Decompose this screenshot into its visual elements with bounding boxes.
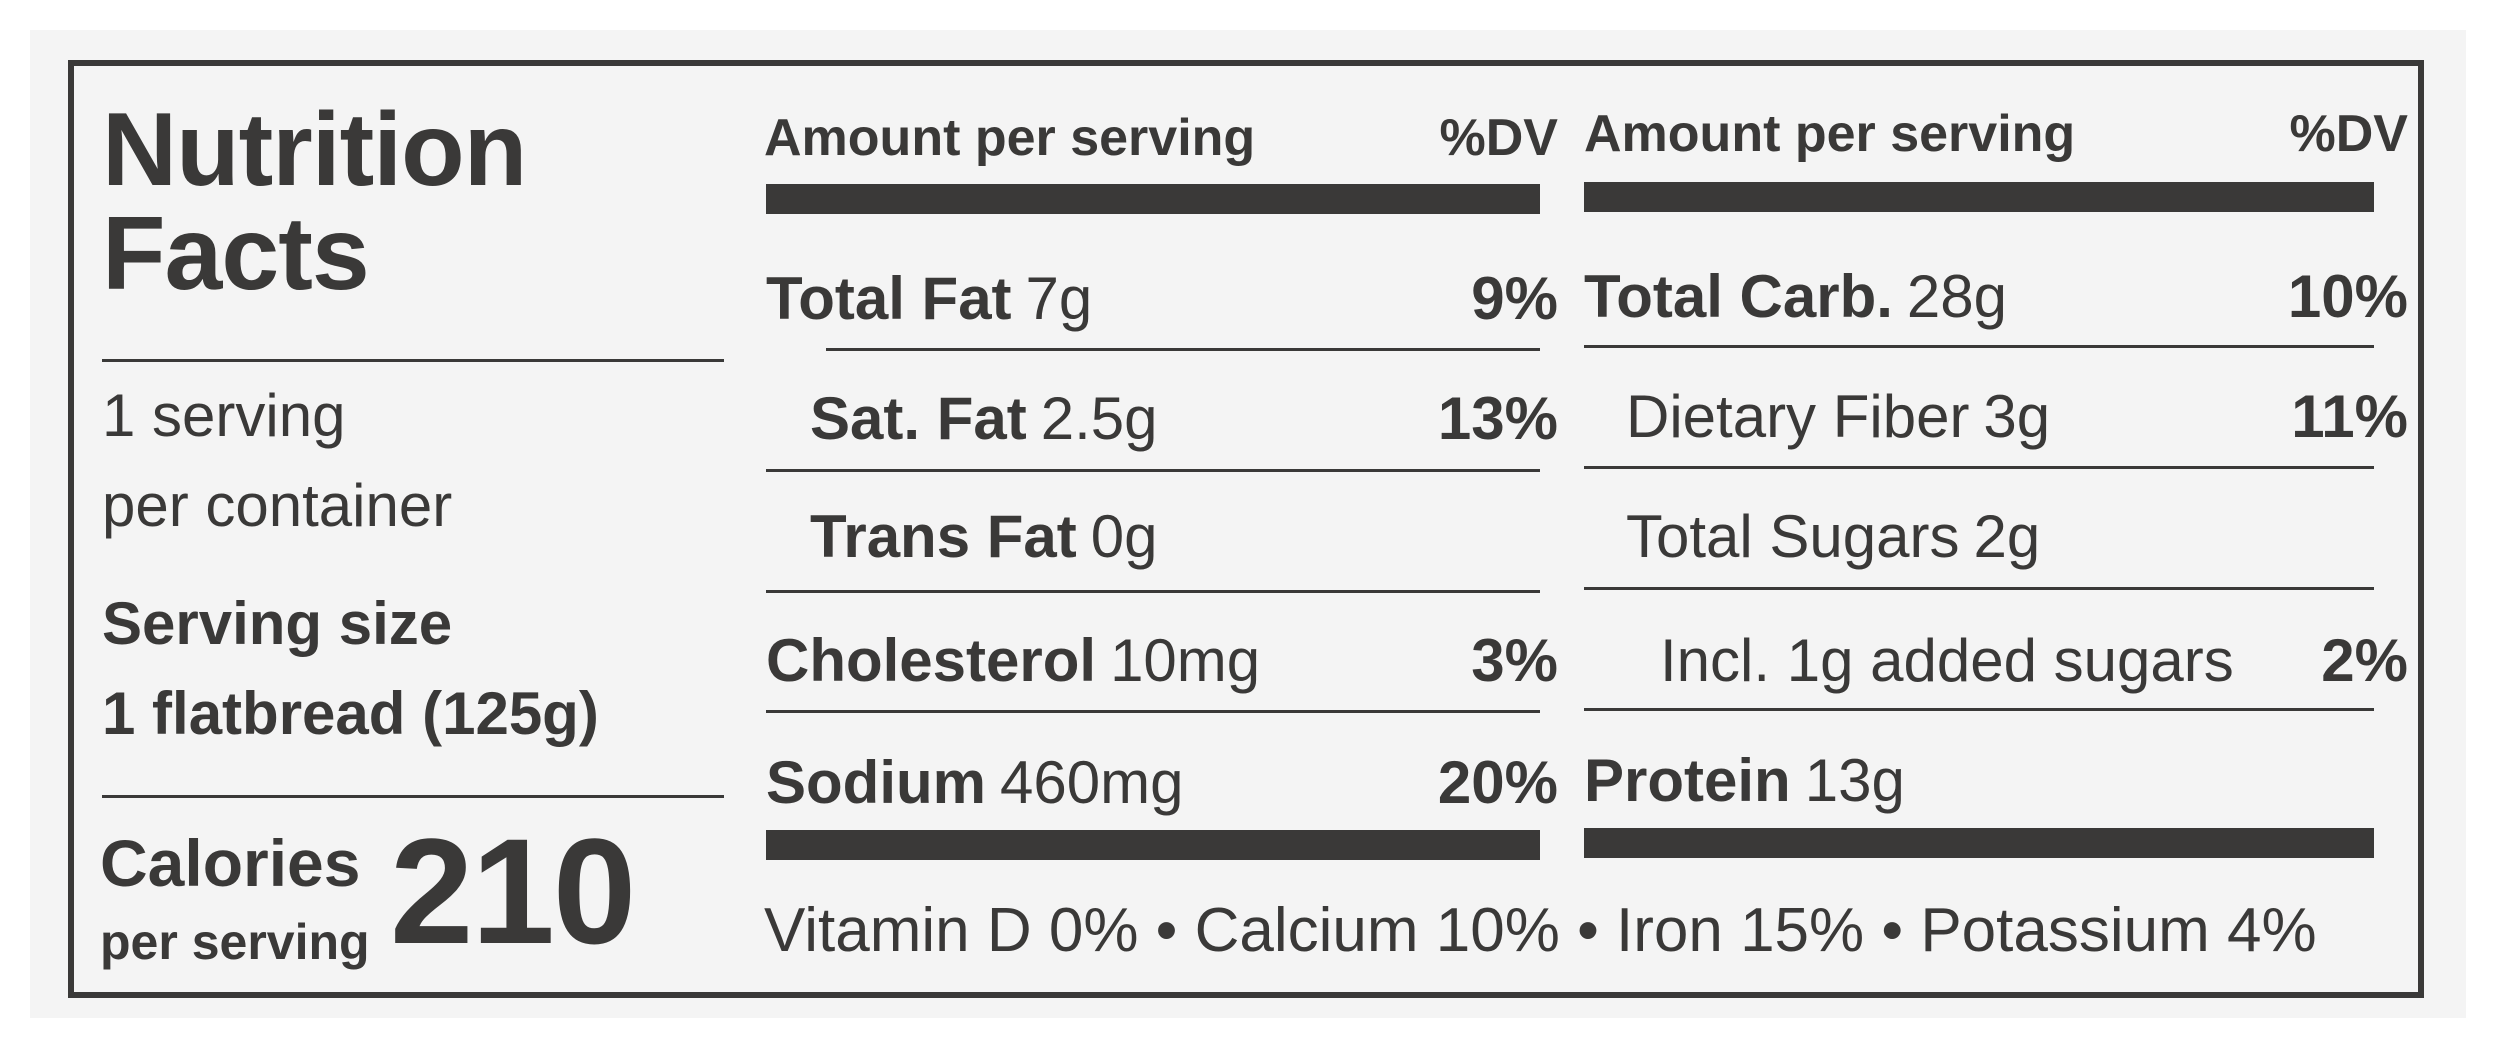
divider [766, 469, 1540, 472]
nutrient-row-cholesterol: Cholesterol 10mg [766, 626, 1260, 696]
nutrient-name: Dietary Fiber [1626, 383, 1970, 450]
nutrient-name: Incl. 1g added sugars [1660, 627, 2234, 694]
nutrient-name: Sat. Fat [810, 385, 1027, 452]
nutrient-name: Total Fat [766, 265, 1012, 332]
nutrient-row-total-fat: Total Fat 7g [766, 264, 1092, 334]
divider [766, 710, 1540, 713]
nutrient-dv: 20% [1437, 749, 1558, 816]
nutrient-amount: 460mg [1000, 749, 1184, 816]
nutrient-name: Protein [1584, 747, 1791, 814]
nutrient-amount: 28g [1906, 263, 2008, 330]
nutrient-row-added-sugars: Incl. 1g added sugars [1660, 626, 2234, 696]
amount-per-serving-header: Amount per serving [764, 109, 1256, 167]
nutrient-name: Total Carb. [1584, 263, 1893, 330]
divider [766, 590, 1540, 593]
divider [1584, 345, 2374, 348]
nutrient-amount: 2g [1973, 503, 2041, 570]
nutrient-row-trans-fat: Trans Fat 0g [810, 502, 1158, 572]
nutrient-row-total-carb: Total Carb. 28g [1584, 262, 2007, 332]
nutrient-row-sat-fat: Sat. Fat 2.5g [810, 384, 1158, 454]
title-line-1: Nutrition [102, 92, 527, 208]
nutrient-row-dietary-fiber: Dietary Fiber 3g [1626, 382, 2050, 452]
thick-divider [766, 184, 1540, 214]
dv-header: %DV [1439, 109, 1558, 167]
vitamins-minerals-line: Vitamin D 0% • Calcium 10% • Iron 15% • … [764, 896, 2317, 965]
nutrient-dv: 10% [2287, 263, 2408, 330]
nutrient-dv: 13% [1437, 385, 1558, 452]
nutrient-dv: 2% [2321, 627, 2408, 694]
thick-divider [766, 830, 1540, 860]
divider [102, 359, 724, 362]
nutrition-facts-label: Nutrition Facts 1 serving per container … [68, 60, 2424, 998]
nutrient-dv: 9% [1471, 265, 1558, 332]
serving-size-value: 1 flatbread (125g) [102, 680, 599, 747]
nutrient-name: Total Sugars [1626, 503, 1960, 570]
nutrient-amount: 7g [1025, 265, 1093, 332]
nutrient-amount: 3g [1983, 383, 2051, 450]
divider [1584, 466, 2374, 469]
nutrient-dv: 3% [1471, 627, 1558, 694]
nutrient-amount: 0g [1090, 503, 1158, 570]
amount-per-serving-header: Amount per serving [1584, 105, 2076, 163]
nutrient-amount: 10mg [1110, 627, 1261, 694]
divider [102, 795, 724, 798]
thick-divider [1584, 828, 2374, 858]
nutrient-amount: 13g [1804, 747, 1905, 814]
divider [826, 348, 1540, 351]
dv-header: %DV [2289, 105, 2408, 163]
nutrient-row-sodium: Sodium 460mg [766, 748, 1183, 818]
serving-size-label: Serving size [102, 590, 453, 657]
nutrient-dv: 11% [2291, 383, 2408, 450]
servings-per-container-line-1: 1 serving [102, 382, 346, 449]
divider [1584, 708, 2374, 711]
title-line-2: Facts [102, 196, 370, 312]
nutrient-row-protein: Protein 13g [1584, 746, 1905, 816]
divider [1584, 587, 2374, 590]
calories-label: Calories [100, 826, 361, 900]
nutrient-name: Trans Fat [810, 503, 1077, 570]
nutrient-amount: 2.5g [1040, 385, 1158, 452]
nutrient-name: Sodium [766, 749, 986, 816]
servings-per-container-line-2: per container [102, 472, 453, 539]
thick-divider [1584, 182, 2374, 212]
nutrient-name: Cholesterol [766, 627, 1097, 694]
nutrient-row-total-sugars: Total Sugars 2g [1626, 502, 2040, 572]
calories-value: 210 [390, 807, 636, 975]
calories-per-serving-label: per serving [100, 914, 370, 970]
